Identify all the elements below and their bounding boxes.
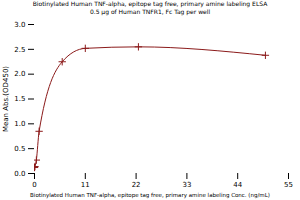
svg-text:33: 33 <box>182 181 191 189</box>
html-text:0.5 μg of Human TNFR1, Fc Tag: 0.5 μg of Human TNFR1, Fc Tag per well <box>89 8 211 15</box>
svg-text:2.0: 2.0 <box>14 70 25 78</box>
svg-text:11: 11 <box>81 181 90 189</box>
svg-text:Mean Abs.(OD450): Mean Abs.(OD450) <box>2 66 10 132</box>
svg-text:2.5: 2.5 <box>14 46 25 54</box>
svg-text:1.5: 1.5 <box>14 95 25 103</box>
svg-text:0.5: 0.5 <box>14 145 25 153</box>
html-text:Biotinylated Human TNF-alpha,: Biotinylated Human TNF-alpha, epitope ta… <box>30 192 270 198</box>
svg-text:22: 22 <box>132 181 141 189</box>
html-text:Biotinylated Human TNF-alpha,: Biotinylated Human TNF-alpha, epitope ta… <box>32 0 268 7</box>
svg-text:55: 55 <box>284 181 293 189</box>
svg-text:44: 44 <box>233 181 242 189</box>
svg-text:0.0: 0.0 <box>14 170 25 178</box>
svg-text:3.0: 3.0 <box>14 21 25 29</box>
svg-text:1.0: 1.0 <box>14 120 25 128</box>
svg-text:0: 0 <box>32 181 36 189</box>
